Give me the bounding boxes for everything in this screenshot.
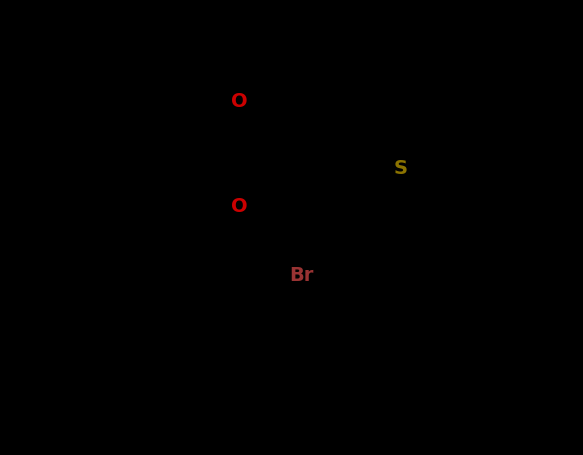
Text: O: O <box>231 197 248 216</box>
Text: Br: Br <box>289 266 314 285</box>
Text: O: O <box>231 92 248 111</box>
Text: S: S <box>394 159 408 178</box>
